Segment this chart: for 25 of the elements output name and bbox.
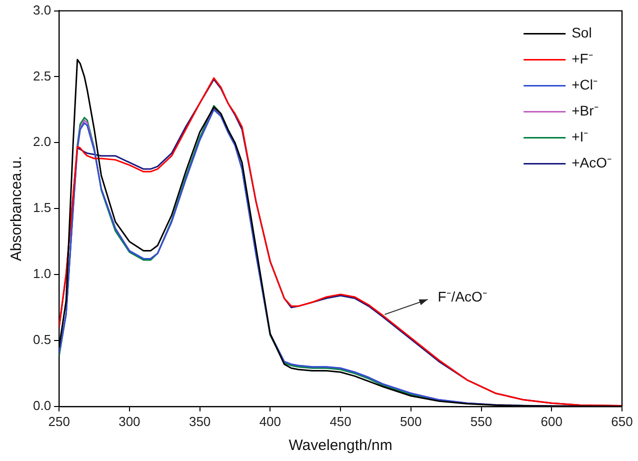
legend-label: +Br⁻: [572, 102, 599, 119]
y-axis-title: Absorbancea.u.: [8, 156, 26, 262]
legend-label: +I⁻: [572, 128, 589, 145]
x-tick-label: 600: [540, 414, 562, 429]
x-tick-label: 450: [330, 414, 352, 429]
y-tick-label: 0.5: [32, 332, 52, 348]
x-tick-label: 400: [259, 414, 282, 429]
x-tick-label: 250: [48, 414, 70, 429]
legend-label: +F⁻: [572, 50, 594, 67]
x-tick-label: 350: [188, 414, 211, 429]
y-tick-label: 1.5: [32, 200, 52, 216]
legend-label: +Cl⁻: [572, 76, 598, 93]
x-tick-label: 300: [118, 414, 140, 429]
y-tick-label: 0.0: [32, 398, 52, 413]
x-tick-label: 500: [400, 414, 422, 429]
legend-label: +AcO⁻: [572, 154, 612, 171]
x-tick-label: 650: [611, 414, 633, 429]
y-tick-label: 1.0: [32, 266, 52, 282]
legend-label: Sol: [572, 24, 592, 41]
y-tick-label: 3.0: [32, 2, 52, 18]
x-tick-label: 550: [470, 414, 492, 429]
x-axis-title: Wavelength/nm: [288, 437, 392, 454]
annotation: F⁻/AcO⁻: [438, 288, 488, 304]
y-tick-label: 2.5: [32, 68, 52, 84]
y-tick-label: 2.0: [32, 134, 52, 150]
